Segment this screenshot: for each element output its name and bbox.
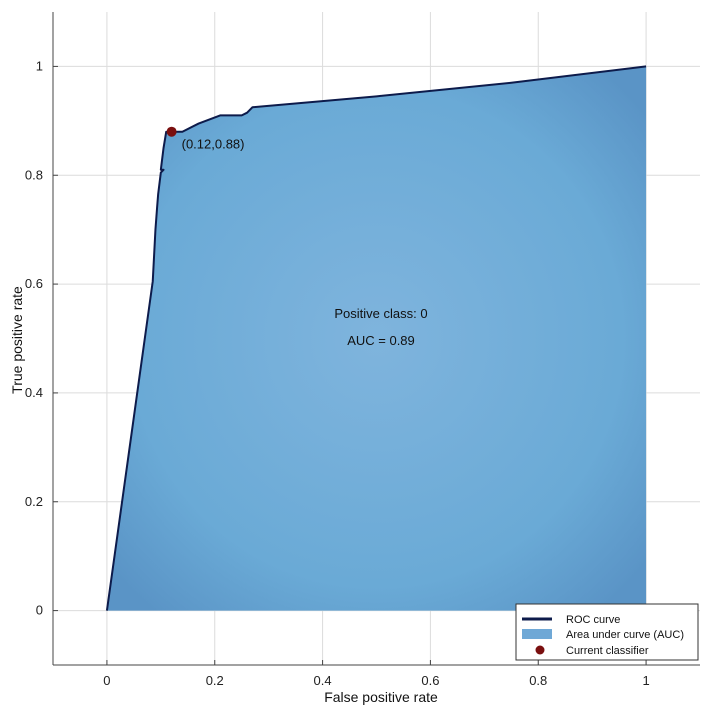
auc-area <box>106 66 647 611</box>
tick-labels: 0 0.2 0.4 0.6 0.8 1 0 0.2 0.4 0.6 0.8 1 <box>25 58 650 688</box>
y-tick-label-4: 0.8 <box>25 167 43 182</box>
legend: ROC curve Area under curve (AUC) Current… <box>515 603 699 661</box>
legend-auc-label: Area under curve (AUC) <box>566 629 684 641</box>
current-classifier-point <box>166 126 177 137</box>
axes <box>52 12 700 666</box>
x-tick-label-3: 0.6 <box>421 673 439 688</box>
x-tick-label-0: 0 <box>103 673 110 688</box>
annotation-positive-class: Positive class: 0 <box>334 306 427 321</box>
y-tick-label-3: 0.6 <box>25 276 43 291</box>
x-axis-label: False positive rate <box>324 689 438 705</box>
x-tick-label-4: 0.8 <box>529 673 547 688</box>
y-axis-label: True positive rate <box>9 286 25 394</box>
y-tick-label-5: 1 <box>36 58 43 73</box>
x-tick-label-1: 0.2 <box>206 673 224 688</box>
legend-classifier-swatch <box>535 645 545 655</box>
current-classifier-label: (0.12,0.88) <box>182 137 245 152</box>
annotation-auc: AUC = 0.89 <box>347 333 415 348</box>
x-tick-label-5: 1 <box>642 673 649 688</box>
x-tick-label-2: 0.4 <box>314 673 332 688</box>
y-tick-label-2: 0.4 <box>25 385 43 400</box>
y-tick-label-0: 0 <box>36 603 43 618</box>
legend-roc-label: ROC curve <box>566 614 620 626</box>
legend-auc-swatch <box>522 629 552 639</box>
legend-classifier-label: Current classifier <box>566 645 649 657</box>
current-classifier-group: (0.12,0.88) <box>166 126 245 152</box>
y-tick-label-1: 0.2 <box>25 494 43 509</box>
auc-area-group <box>106 66 647 611</box>
